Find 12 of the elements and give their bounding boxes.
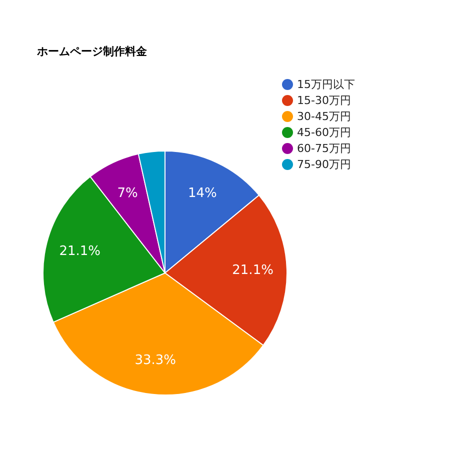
data-label: 7% bbox=[117, 186, 138, 202]
data-label: 14% bbox=[188, 186, 217, 202]
legend-label: 60-75万円 bbox=[297, 142, 351, 155]
legend-label: 15万円以下 bbox=[297, 78, 355, 91]
legend-label: 75-90万円 bbox=[297, 158, 351, 171]
legend-label: 45-60万円 bbox=[297, 126, 351, 139]
data-label: 21.1% bbox=[59, 244, 101, 259]
chart-title: ホームページ制作料金 bbox=[37, 44, 147, 59]
data-label: 33.3% bbox=[134, 352, 176, 368]
legend-label: 15-30万円 bbox=[297, 94, 351, 107]
data-label: 21.1% bbox=[232, 263, 274, 278]
legend-label: 30-45万円 bbox=[297, 110, 351, 123]
